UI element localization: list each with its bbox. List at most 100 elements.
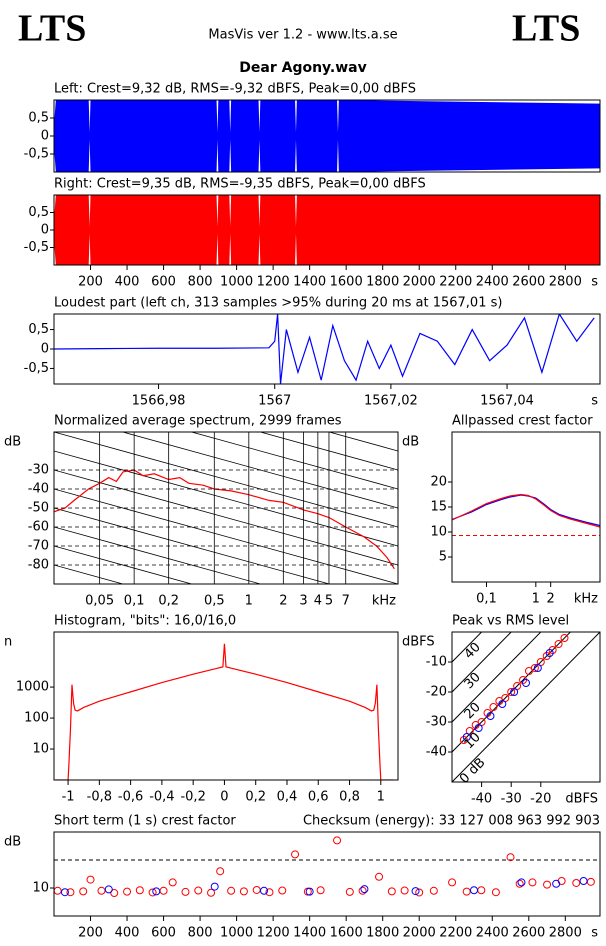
point [462, 887, 471, 896]
point [474, 724, 483, 732]
point [375, 872, 384, 881]
y-tick-label: 15 [430, 500, 447, 515]
x-tick-label: 1200 [257, 275, 290, 290]
file-name: Dear Agony.wav [239, 60, 366, 76]
panel-title: Normalized average spectrum, 2999 frames [54, 414, 342, 429]
point [448, 878, 457, 887]
series-line [54, 469, 395, 570]
panel-title: Peak vs RMS level [452, 614, 569, 629]
plot-area [54, 314, 595, 384]
point [415, 888, 424, 897]
x-tick-label: 1 [245, 594, 253, 609]
x-tick-label: -30 [501, 792, 522, 807]
x-tick-label: 600 [151, 926, 176, 941]
x-tick-label: 1567 [258, 394, 291, 409]
x-tick-label: 2000 [403, 275, 436, 290]
x-tick-label: 3 [299, 594, 307, 609]
plot-area [54, 195, 600, 265]
plot-area [452, 493, 600, 536]
y-axis-label: dB [4, 435, 21, 450]
y-tick-label: 5 [439, 550, 447, 565]
x-tick-label: 0,1 [476, 592, 497, 607]
series-line [452, 493, 600, 528]
point [552, 879, 561, 888]
slope-guide [54, 622, 398, 717]
x-tick-label: 2600 [512, 275, 545, 290]
y-tick-label: 0,5 [28, 205, 49, 220]
y-tick-label: 20 [430, 475, 447, 490]
point [400, 886, 409, 895]
plot-frame [53, 831, 601, 917]
crest-line [452, 632, 542, 723]
x-tick-label: 1600 [330, 275, 363, 290]
y-tick-label: 10 [32, 881, 49, 896]
slope-guide [54, 432, 398, 528]
panel-title: Allpassed crest factor [452, 414, 593, 429]
point [86, 875, 95, 884]
y-tick-label: -0,5 [24, 147, 49, 162]
x-tick-label: 1567,02 [364, 394, 418, 409]
point [216, 867, 225, 876]
series-line [54, 314, 595, 384]
point [510, 688, 519, 696]
x-tick-label: 0,8 [339, 790, 360, 805]
x-tick-label: 1566,98 [132, 394, 186, 409]
x-tick-label: 0,6 [308, 790, 329, 805]
checksum: Checksum (energy): 33 127 008 963 992 90… [303, 814, 600, 829]
app-title: MasVis ver 1.2 - www.lts.a.se [208, 28, 397, 43]
point [265, 888, 274, 897]
y-tick-label: 10 [32, 742, 49, 757]
x-tick-label: 0,1 [124, 594, 145, 609]
x-tick-label: 1800 [366, 275, 399, 290]
y-tick-label: -40 [426, 745, 447, 760]
slope-guide [54, 488, 398, 584]
x-axis-label: s [591, 275, 598, 290]
plot-frame [53, 194, 601, 266]
point [194, 886, 203, 895]
x-tick-label: 0,4 [277, 790, 298, 805]
crest-line [452, 632, 512, 693]
x-tick-label: -0,4 [149, 790, 174, 805]
slope-guide [258, 432, 398, 471]
point [135, 886, 144, 895]
plot-area [54, 100, 600, 172]
x-tick-label: 7 [342, 594, 350, 609]
point [159, 886, 168, 895]
point [515, 879, 524, 888]
point [477, 886, 486, 895]
y-tick-label: -80 [28, 558, 49, 573]
point [60, 888, 69, 897]
point [506, 853, 515, 862]
logo-left: LTS [18, 8, 86, 50]
x-tick-label: -0,6 [118, 790, 143, 805]
point [278, 886, 287, 895]
plot-area [55, 643, 394, 780]
x-tick-label: 2200 [439, 926, 472, 941]
point [528, 878, 537, 887]
point [291, 850, 300, 859]
y-tick-label: -0,5 [24, 240, 49, 255]
x-tick-label: 1600 [330, 926, 363, 941]
x-tick-label: 600 [151, 275, 176, 290]
point [97, 886, 106, 895]
x-tick-label: -0,8 [87, 790, 112, 805]
point [54, 886, 62, 895]
y-tick-label: 100 [24, 711, 49, 726]
plot-frame [53, 431, 399, 585]
point [491, 888, 500, 897]
point [530, 664, 539, 672]
plot-area [54, 836, 600, 898]
x-tick-label: 1200 [257, 926, 290, 941]
x-axis-label: s [591, 394, 598, 409]
slope-guide [54, 469, 398, 566]
slope-guide [54, 526, 262, 584]
crest-line-label: 40 [462, 640, 484, 662]
point [358, 886, 367, 895]
x-tick-label: 0,2 [245, 790, 266, 805]
panel-title: Histogram, "bits": 16,0/16,0 [54, 614, 236, 629]
x-tick-label: 2000 [403, 926, 436, 941]
point [110, 889, 119, 898]
point [333, 836, 342, 845]
point [470, 886, 478, 895]
